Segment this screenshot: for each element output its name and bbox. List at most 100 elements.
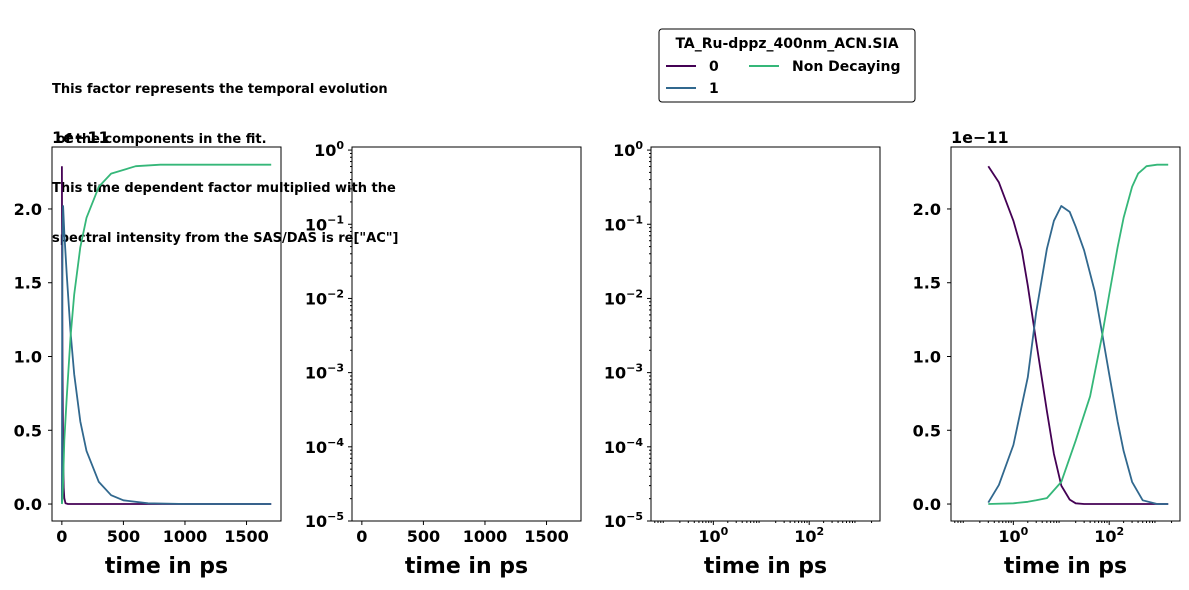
y-tick-label-1-0: 0.0 <box>14 495 42 514</box>
y-tick-label-2-0-exponent: −5 <box>327 510 344 523</box>
axes-frame-2 <box>351 146 582 522</box>
annotation-line-3: This time dependent factor multiplied wi… <box>52 181 396 196</box>
x-tick-label-2-2: 1000 <box>463 527 508 546</box>
x-tick-label-2-1: 500 <box>407 527 440 546</box>
y-tick-label-3-5-base: 10 <box>613 141 635 160</box>
y-tick-label-3-1: 10−4 <box>604 436 643 457</box>
y-offset-text-4: 1e−11 <box>951 128 1009 147</box>
series-line-0-plot1 <box>61 166 272 505</box>
subplot-1: 0 500 1000 1500 0.0 0.5 1.0 1.5 2.0 1e−11 time in … <box>14 128 282 579</box>
x-tick-label-4-1-base: 10 <box>1094 527 1116 546</box>
series-line-1-plot4 <box>987 205 1169 505</box>
x-tick-label-2-0: 0 <box>356 527 367 546</box>
x-tick-label-3-1: 102 <box>794 525 824 546</box>
y-tick-label-3-1-base: 10 <box>604 438 626 457</box>
series-line-non-decaying-plot1 <box>61 163 272 505</box>
series-line-0-plot4 <box>987 165 1169 505</box>
y-tick-label-3-0: 10−5 <box>604 510 643 531</box>
x-tick-label-1-3: 1500 <box>224 527 269 546</box>
y-tick-label-2-2-exponent: −3 <box>327 362 344 375</box>
x-tick-label-3-1-base: 10 <box>794 527 816 546</box>
axes-frame-3 <box>650 146 881 522</box>
y-tick-label-3-4: 10−1 <box>604 213 643 234</box>
x-axis-label-2: time in ps <box>405 554 528 579</box>
x-tick-label-3-0: 100 <box>698 525 728 546</box>
y-tick-label-3-2: 10−3 <box>604 362 643 383</box>
y-tick-label-2-0: 10−5 <box>305 510 344 531</box>
legend-label-non-decaying: Non Decaying <box>792 59 901 75</box>
y-tick-label-2-2-base: 10 <box>305 364 327 383</box>
y-tick-label-3-4-exponent: −1 <box>626 213 643 226</box>
y-tick-label-2-3: 10−2 <box>305 287 344 308</box>
y-tick-label-2-0-base: 10 <box>305 512 327 531</box>
y-tick-label-2-1-exponent: −4 <box>327 436 344 449</box>
y-tick-label-4-0: 0.0 <box>913 495 941 514</box>
y-tick-label-3-5: 100 <box>613 139 643 160</box>
y-tick-label-2-3-base: 10 <box>305 289 327 308</box>
fit-annotation: This factor represents the temporal evol… <box>52 49 399 264</box>
y-offset-text-1: 1e−11 <box>52 128 110 147</box>
y-tick-label-3-3-base: 10 <box>604 289 626 308</box>
y-tick-label-1-3: 1.5 <box>14 274 42 293</box>
y-tick-label-3-3-exponent: −2 <box>626 287 643 300</box>
x-tick-label-1-0: 0 <box>56 527 67 546</box>
x-axis-label-1: time in ps <box>105 554 228 579</box>
axes-frame-4 <box>950 146 1181 522</box>
y-tick-label-3-2-exponent: −3 <box>626 362 643 375</box>
y-tick-label-2-1-base: 10 <box>305 438 327 457</box>
annotation-line-2: of the components in the fit. <box>52 131 267 147</box>
y-tick-label-2-2: 10−3 <box>305 362 344 383</box>
subplot-2: 0 500 1000 150010−510−410−310−210−1100time … <box>305 139 582 579</box>
legend: TA_Ru-dppz_400nm_ACN.SIA 0 1 Non Decayin… <box>658 28 916 103</box>
y-tick-label-4-1: 0.5 <box>913 421 941 440</box>
y-tick-label-3-1-exponent: −4 <box>626 436 643 449</box>
x-tick-label-1-2: 1000 <box>163 527 208 546</box>
x-axis-label-3: time in ps <box>704 554 827 579</box>
y-tick-label-3-0-base: 10 <box>604 512 626 531</box>
y-tick-label-4-3: 1.5 <box>913 274 941 293</box>
y-tick-label-2-4: 10−1 <box>305 213 344 234</box>
y-tick-label-2-5-base: 10 <box>314 141 336 160</box>
x-axis-label-4: time in ps <box>1004 554 1127 579</box>
x-tick-label-4-1-exponent: 2 <box>1117 525 1125 538</box>
y-tick-label-2-3-exponent: −2 <box>327 287 344 300</box>
y-tick-label-3-3: 10−2 <box>604 287 643 308</box>
legend-label-1: 1 <box>709 81 719 97</box>
y-tick-label-2-1: 10−4 <box>305 436 344 457</box>
x-tick-label-2-3: 1500 <box>524 527 569 546</box>
annotation-line-4: spectral intensity from the SAS/DAS is r… <box>52 230 399 246</box>
x-tick-label-4-1: 102 <box>1094 525 1124 546</box>
annotation-line-1: This factor represents the temporal evol… <box>52 82 388 97</box>
y-tick-label-4-2: 1.0 <box>913 347 941 366</box>
x-tick-label-4-0-exponent: 0 <box>1021 525 1029 538</box>
y-tick-label-2-4-base: 10 <box>305 215 327 234</box>
x-tick-label-4-0-base: 10 <box>998 527 1020 546</box>
y-tick-label-1-4: 2.0 <box>14 200 42 219</box>
legend-frame <box>658 28 916 103</box>
x-tick-label-4-0: 100 <box>998 525 1028 546</box>
y-tick-label-1-2: 1.0 <box>14 347 42 366</box>
axes-frame-1 <box>51 146 282 522</box>
y-tick-label-3-4-base: 10 <box>604 215 626 234</box>
x-tick-label-1-1: 500 <box>107 527 140 546</box>
x-tick-label-3-1-exponent: 2 <box>817 525 825 538</box>
y-tick-label-1-1: 0.5 <box>14 421 42 440</box>
series-group-1 <box>61 163 272 505</box>
series-line-1-plot1 <box>61 205 272 505</box>
y-tick-label-3-5-exponent: 0 <box>635 139 643 152</box>
series-line-non-decaying-plot4 <box>988 163 1169 505</box>
y-tick-label-3-0-exponent: −5 <box>626 510 643 523</box>
legend-title: TA_Ru-dppz_400nm_ACN.SIA <box>675 36 898 52</box>
y-tick-label-2-4-exponent: −1 <box>327 213 344 226</box>
y-tick-label-4-4: 2.0 <box>913 200 941 219</box>
y-tick-label-2-5-exponent: 0 <box>336 139 344 152</box>
x-tick-label-3-0-exponent: 0 <box>721 525 729 538</box>
series-group-4 <box>987 163 1169 505</box>
legend-label-0: 0 <box>709 59 719 75</box>
y-tick-label-2-5: 100 <box>314 139 344 160</box>
y-tick-label-3-2-base: 10 <box>604 364 626 383</box>
x-tick-label-3-0-base: 10 <box>698 527 720 546</box>
